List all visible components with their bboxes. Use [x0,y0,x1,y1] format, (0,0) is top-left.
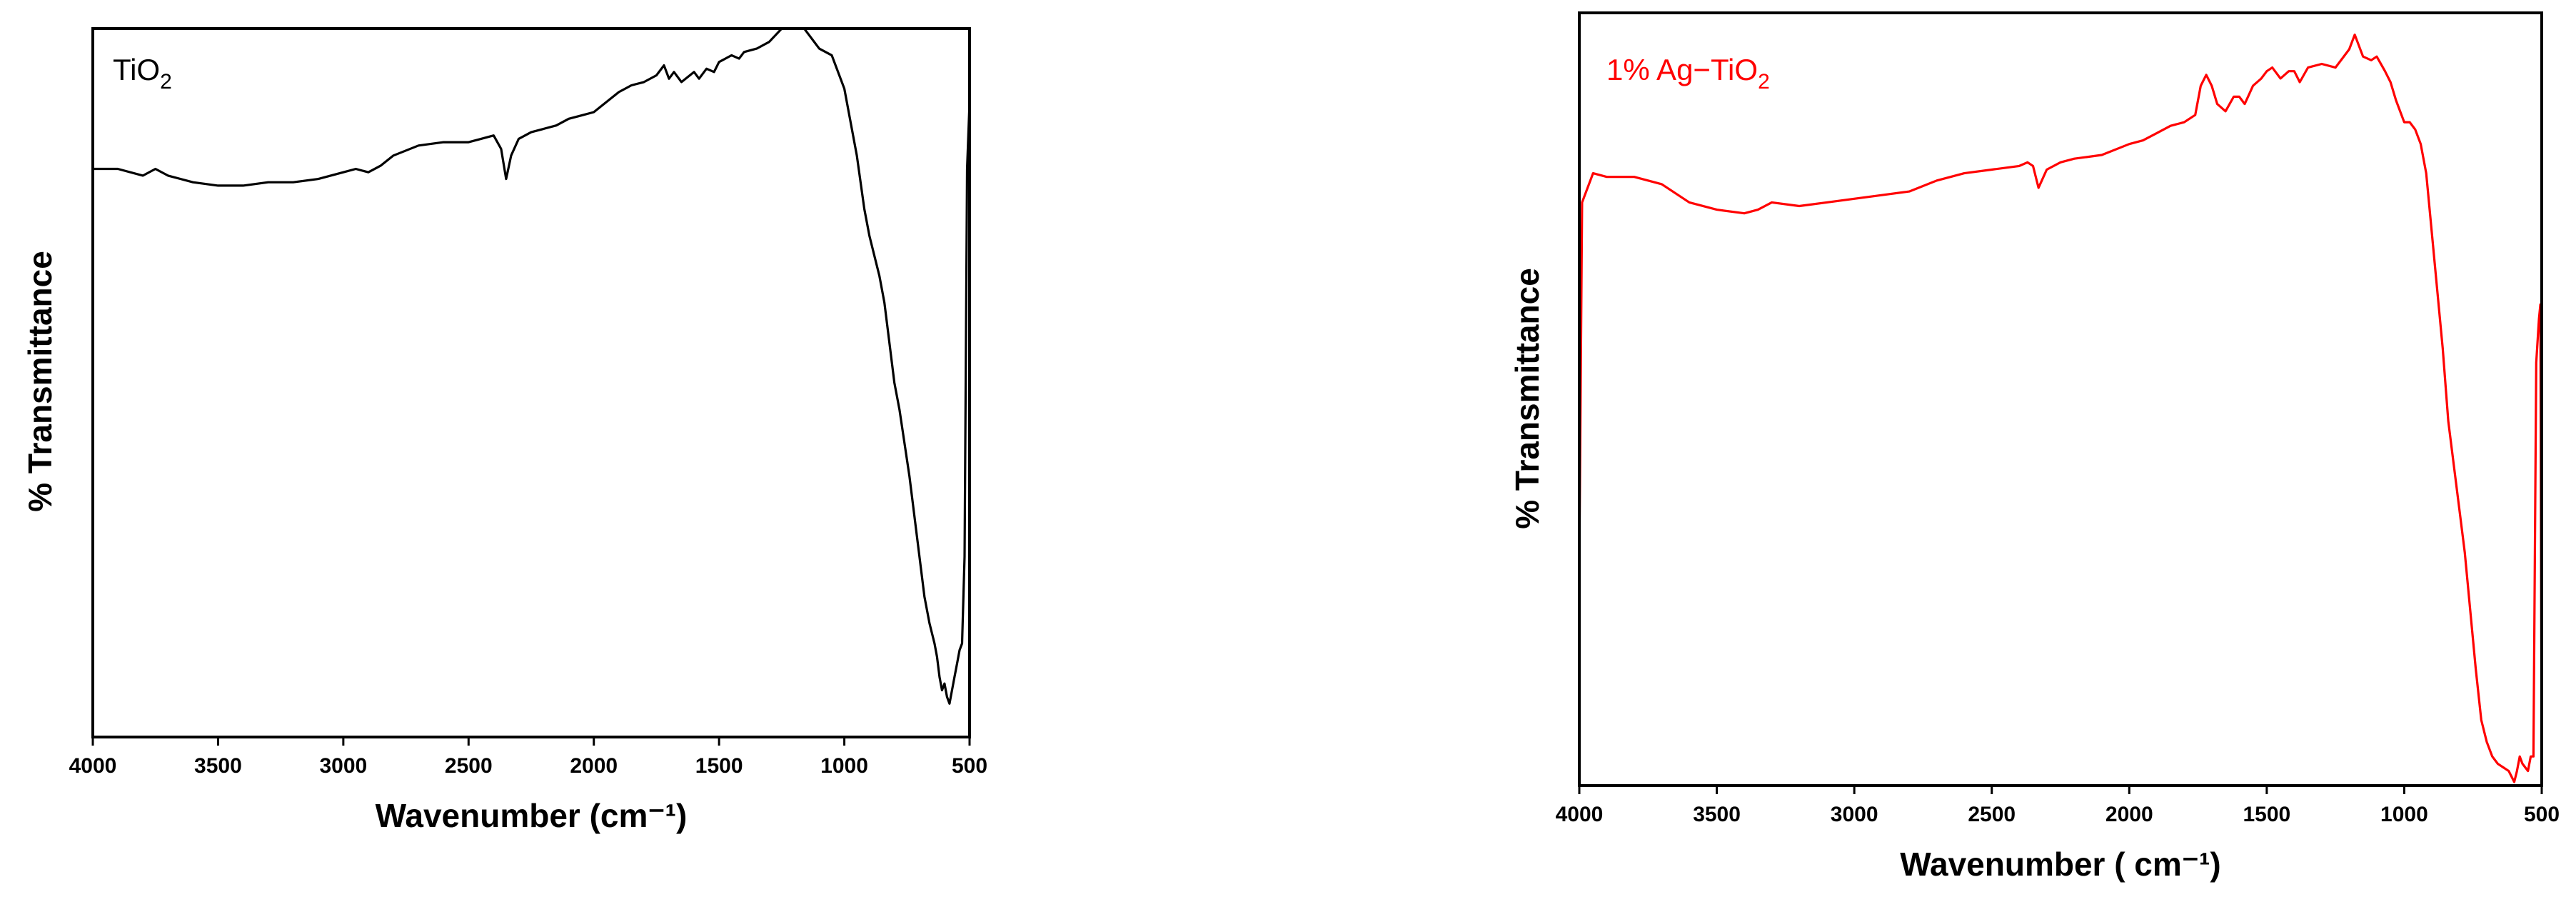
x-tick-label: 3500 [194,754,242,778]
x-tick-label: 3000 [319,754,367,778]
x-tick-label: 2500 [1968,803,2016,826]
x-axis-title: Wavenumber (cm⁻¹) [376,797,688,834]
sample-label: TiO2 [113,53,172,94]
x-tick-label: 1500 [2243,803,2290,826]
y-axis-title: % Transmittance [21,251,59,512]
chart-panel-tio2: 4000 3500 3000 2500 2000 1500 1000 500 Wavenumbe… [21,27,987,834]
x-tick-label: 2000 [570,754,618,778]
x-tick-label: 3000 [1831,803,1878,826]
x-tick-label: 4000 [1556,803,1604,826]
x-tick-label: 3500 [1693,803,1741,826]
x-tick-label: 2000 [2105,803,2153,826]
chart-panel-ag-tio2: 4000 3500 3000 2500 2000 1500 1000 500 Wavenumbe… [1509,11,2560,883]
x-axis-title: Wavenumber ( cm⁻¹) [1900,846,2220,883]
plot-frame [91,27,971,738]
x-tick-label: 500 [952,754,987,778]
x-tick-label: 500 [2524,803,2560,826]
y-axis-title: % Transmittance [1509,268,1546,529]
x-tick-label: 4000 [69,754,117,778]
series-line [93,29,970,705]
series-line [1579,34,2542,786]
x-tick-label: 1000 [2380,803,2428,826]
plot-frame [1578,11,2543,787]
x-tick-label: 1500 [695,754,743,778]
x-tick-label: 1000 [820,754,868,778]
x-tick-label: 2500 [445,754,493,778]
sample-label: 1% Ag−TiO2 [1606,53,1770,94]
